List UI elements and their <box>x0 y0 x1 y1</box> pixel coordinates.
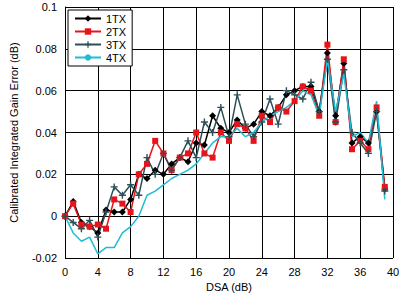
svg-text:2TX: 2TX <box>106 26 127 38</box>
svg-text:8: 8 <box>128 266 134 278</box>
svg-text:-0.02: -0.02 <box>32 252 57 264</box>
svg-text:40: 40 <box>387 266 399 278</box>
svg-text:28: 28 <box>288 266 300 278</box>
svg-text:DSA (dB): DSA (dB) <box>206 281 252 293</box>
svg-text:16: 16 <box>190 266 202 278</box>
svg-text:36: 36 <box>354 266 366 278</box>
svg-text:0.08: 0.08 <box>36 43 57 55</box>
svg-text:0.1: 0.1 <box>42 1 57 13</box>
svg-text:4: 4 <box>95 266 101 278</box>
svg-text:3TX: 3TX <box>106 39 127 51</box>
svg-text:1TX: 1TX <box>106 13 127 25</box>
svg-text:0.04: 0.04 <box>36 127 57 139</box>
svg-text:24: 24 <box>256 266 268 278</box>
svg-text:4TX: 4TX <box>106 52 127 64</box>
svg-text:0: 0 <box>62 266 68 278</box>
svg-text:Calibrated Integrated Gain Err: Calibrated Integrated Gain Error (dB) <box>8 42 20 222</box>
svg-text:0.02: 0.02 <box>36 168 57 180</box>
svg-text:0.06: 0.06 <box>36 85 57 97</box>
svg-text:0: 0 <box>51 210 57 222</box>
svg-text:32: 32 <box>321 266 333 278</box>
svg-text:12: 12 <box>157 266 169 278</box>
svg-text:20: 20 <box>223 266 235 278</box>
